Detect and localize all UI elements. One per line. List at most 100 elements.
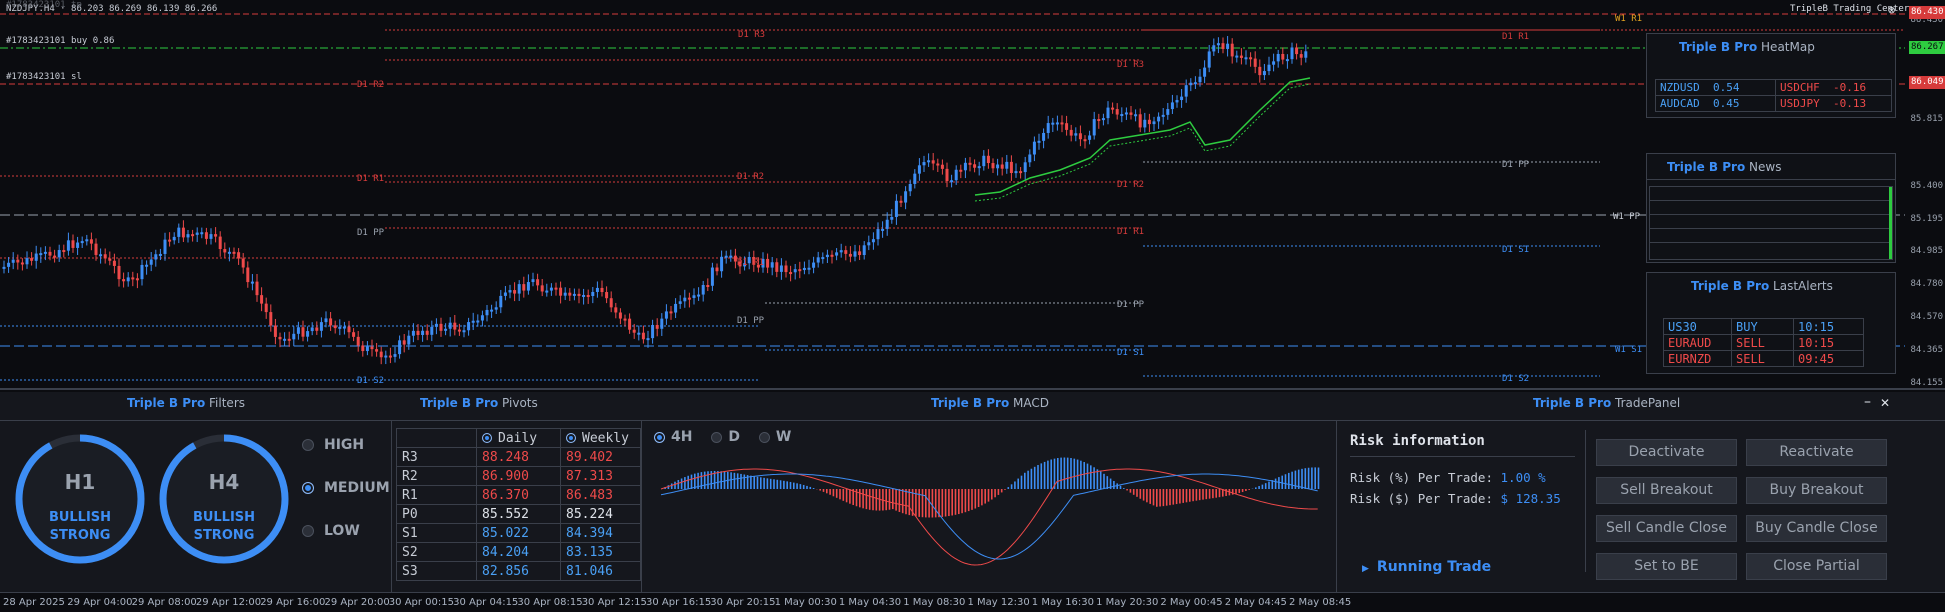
- candle-body: [398, 340, 402, 355]
- order-line-buy[interactable]: #1783423101 buy 0.86: [6, 36, 115, 46]
- pivot-weekly: 83.135: [560, 542, 641, 562]
- candle-body: [563, 292, 567, 296]
- news-row[interactable]: [1650, 229, 1892, 243]
- macd-histogram-bar: [1126, 489, 1128, 491]
- sell-candle-close-button[interactable]: Sell Candle Close: [1596, 515, 1737, 542]
- radio-icon[interactable]: [302, 525, 314, 537]
- pivots-col-daily[interactable]: Daily: [476, 428, 561, 448]
- news-row[interactable]: [1650, 201, 1892, 215]
- macd-histogram-bar: [1245, 489, 1247, 492]
- time-axis-label: 30 Apr 08:15: [517, 597, 583, 608]
- candle-body: [600, 287, 604, 293]
- macd-histogram-bar: [809, 486, 812, 489]
- heatmap-row[interactable]: NZDUSD 0.54 USDCHF -0.16: [1655, 79, 1892, 96]
- macd-histogram-bar: [1024, 472, 1026, 489]
- radio-icon[interactable]: [566, 433, 576, 443]
- filter-option-medium[interactable]: MEDIUM: [302, 480, 390, 496]
- y-axis-label: 84.985: [1910, 246, 1943, 256]
- order-line-sl[interactable]: #1783423101 sl: [6, 72, 82, 82]
- filter-option-label: HIGH: [324, 437, 365, 453]
- news-row[interactable]: [1650, 215, 1892, 229]
- candle-body: [117, 265, 121, 280]
- macd-main-line: [660, 473, 1318, 560]
- filter-option-low[interactable]: LOW: [302, 523, 360, 539]
- macd-histogram-bar: [1066, 457, 1069, 489]
- macd-histogram-bar: [713, 470, 716, 489]
- candle-body: [250, 281, 254, 284]
- macd-histogram-bar: [720, 471, 722, 489]
- time-axis-label: 1 May 16:30: [1031, 597, 1095, 608]
- macd-histogram-bar: [1307, 467, 1310, 489]
- radio-icon[interactable]: [302, 482, 314, 494]
- order-line-tp[interactable]: #1783423101 tp: [6, 0, 82, 10]
- news-list[interactable]: [1649, 186, 1893, 260]
- price-chart[interactable]: NZDJPY.H4 · 86.203 86.269 86.139 86.266 …: [0, 0, 1945, 390]
- heatmap-pair: NZDUSD: [1660, 81, 1700, 94]
- radio-icon[interactable]: [711, 431, 723, 443]
- macd-tf-d[interactable]: D: [728, 429, 740, 445]
- candle-body: [1170, 102, 1174, 110]
- news-title-text: News: [1749, 160, 1782, 174]
- candle-body: [85, 239, 89, 242]
- minimize-button[interactable]: –: [1864, 394, 1871, 410]
- level-label-w1-r1: W1 R1: [1615, 14, 1643, 24]
- candle-body: [471, 320, 475, 323]
- candle-body: [103, 254, 107, 259]
- chart-close-icon[interactable]: ⊗: [1888, 3, 1896, 17]
- candle-body: [1193, 82, 1197, 85]
- candle-body: [319, 322, 323, 331]
- macd-tf-4h[interactable]: 4H: [671, 429, 693, 445]
- macd-histogram-bar: [1136, 489, 1138, 497]
- macd-histogram-bar: [905, 489, 907, 515]
- close-partial-button[interactable]: Close Partial: [1746, 553, 1887, 580]
- time-axis-label: 1 May 00:30: [774, 597, 837, 608]
- alert-row[interactable]: EURNZD SELL 09:45: [1663, 350, 1864, 367]
- macd-histogram-bar: [1086, 463, 1089, 489]
- close-button[interactable]: ✕: [1880, 396, 1891, 410]
- price-chart-canvas[interactable]: [0, 0, 1945, 390]
- radio-icon[interactable]: [302, 439, 314, 451]
- heatmap-row[interactable]: AUDCAD 0.45 USDJPY -0.13: [1655, 95, 1892, 112]
- macd-histogram-bar: [994, 489, 996, 498]
- radio-icon[interactable]: [758, 431, 770, 443]
- reactivate-button[interactable]: Reactivate: [1746, 439, 1887, 466]
- macd-histogram-bar: [1278, 477, 1280, 489]
- pivots-col-weekly[interactable]: Weekly: [560, 428, 641, 448]
- buy-candle-close-button[interactable]: Buy Candle Close: [1746, 515, 1887, 542]
- candle-body: [540, 285, 544, 292]
- candle-body: [352, 332, 356, 337]
- y-axis-label: 84.155: [1910, 378, 1943, 388]
- macd-histogram-bar: [1284, 474, 1287, 489]
- radio-icon[interactable]: [482, 433, 492, 443]
- candle-body: [71, 240, 75, 248]
- alert-row[interactable]: US30 BUY 10:15: [1663, 318, 1864, 335]
- buy-breakout-button[interactable]: Buy Breakout: [1746, 477, 1887, 504]
- macd-histogram-bar: [862, 489, 864, 509]
- candle-body: [43, 251, 47, 254]
- alert-row[interactable]: EURAUD SELL 10:15: [1663, 334, 1864, 351]
- candle-body: [720, 256, 724, 272]
- candle-body: [950, 180, 954, 183]
- macd-histogram-bar: [991, 489, 993, 500]
- filter-option-high[interactable]: HIGH: [302, 437, 364, 453]
- macd-histogram-bar: [1109, 478, 1112, 489]
- candle-body: [1198, 76, 1202, 83]
- macd-tf-w[interactable]: W: [775, 429, 792, 445]
- radio-icon[interactable]: [654, 431, 665, 443]
- candle-body: [1060, 122, 1064, 125]
- candle-body: [858, 251, 862, 256]
- macd-histogram-bar: [1304, 468, 1307, 489]
- set-to-be-button[interactable]: Set to BE: [1596, 553, 1737, 580]
- macd-histogram-bar: [1152, 489, 1155, 506]
- macd-histogram-bar: [1073, 458, 1076, 489]
- macd-histogram-bar: [1212, 489, 1214, 499]
- macd-histogram-bar: [1225, 489, 1227, 497]
- deactivate-button[interactable]: Deactivate: [1596, 439, 1737, 466]
- macd-histogram-bar: [802, 484, 805, 489]
- candle-body: [844, 250, 848, 254]
- sell-breakout-button[interactable]: Sell Breakout: [1596, 477, 1737, 504]
- running-trade-toggle[interactable]: ▶ Running Trade: [1362, 559, 1491, 575]
- news-row[interactable]: [1650, 187, 1892, 201]
- news-scrollbar[interactable]: [1889, 187, 1892, 259]
- candle-body: [701, 285, 705, 295]
